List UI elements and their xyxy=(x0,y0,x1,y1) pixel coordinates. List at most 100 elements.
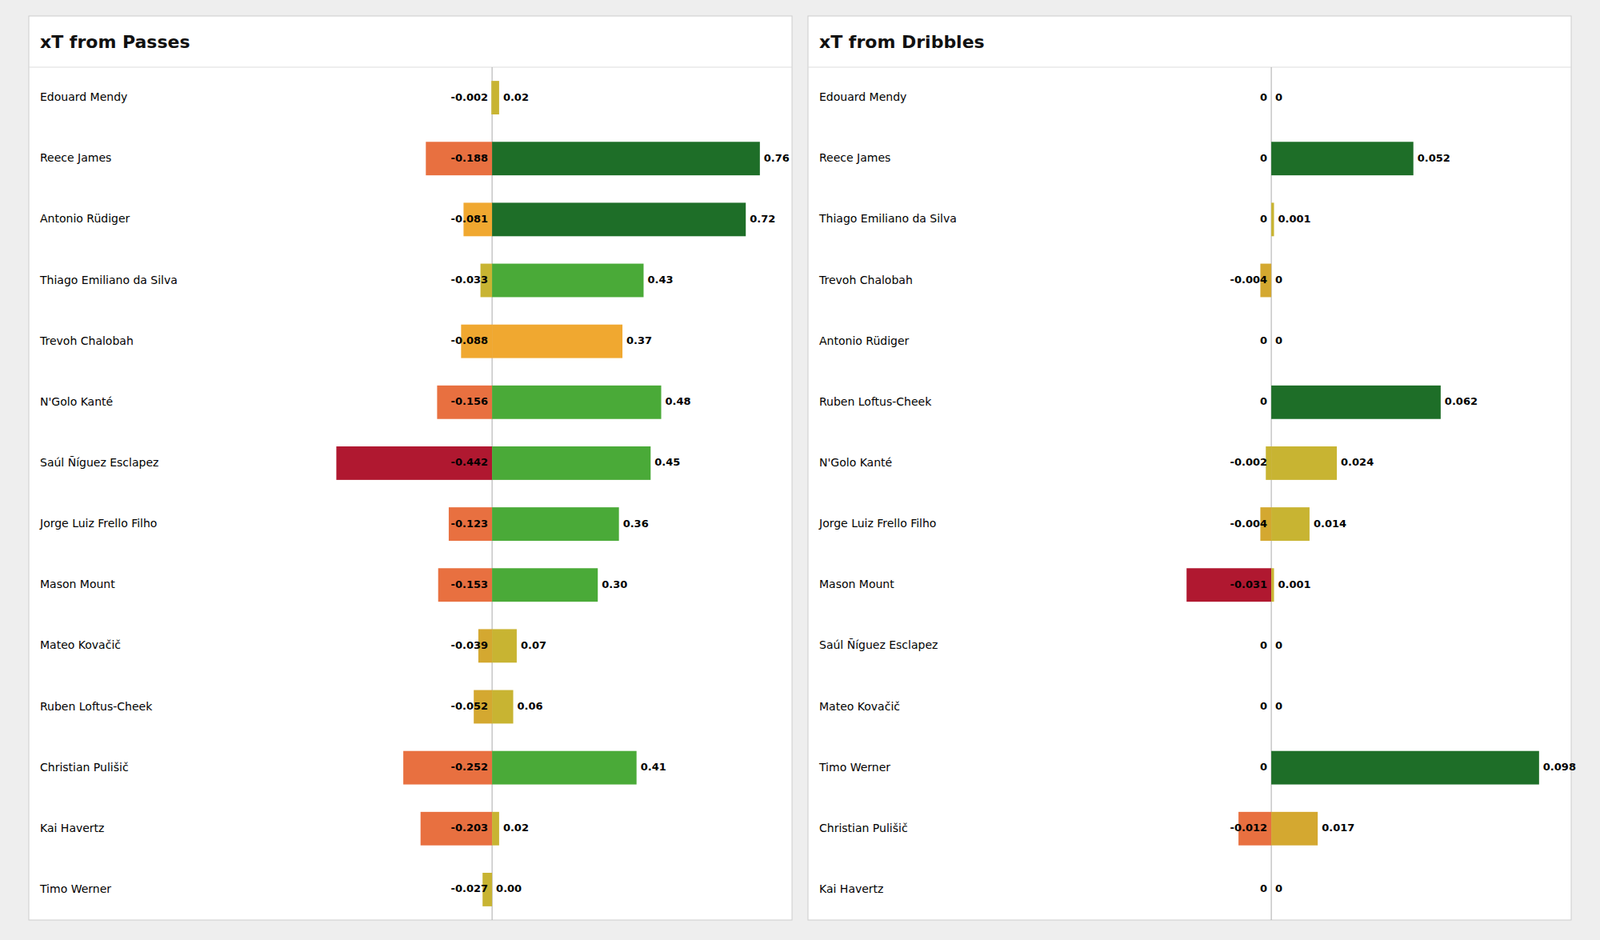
bar xyxy=(1271,202,1274,236)
data-label: -0.002 xyxy=(1230,456,1268,468)
bar xyxy=(425,141,492,176)
data-label: 0 xyxy=(1260,639,1268,652)
category-label: Mateo Kovačič xyxy=(819,700,900,713)
bar xyxy=(492,568,598,602)
category-label: Christian Pulišič xyxy=(40,760,129,774)
category-label: Trevoh Chalobah xyxy=(39,334,134,348)
category-label: Saúl Ñíguez Esclapez xyxy=(819,638,938,652)
data-label: 0.06 xyxy=(517,700,544,712)
zero-line xyxy=(1271,67,1272,920)
bar xyxy=(492,202,746,236)
data-label: -0.004 xyxy=(1230,517,1268,530)
data-label: -0.123 xyxy=(451,517,489,530)
title: xT from Dribbles xyxy=(819,32,985,52)
data-label: 0.07 xyxy=(520,639,547,652)
category-label: Ruben Loftus-Cheek xyxy=(819,395,932,408)
data-label: 0.00 xyxy=(496,882,522,895)
data-label: 0.30 xyxy=(601,578,628,591)
bar xyxy=(1271,324,1272,359)
bar xyxy=(1271,628,1272,663)
bar xyxy=(436,385,492,420)
data-label: 0.062 xyxy=(1444,395,1478,408)
category-label: Edouard Mendy xyxy=(819,90,907,104)
bar xyxy=(1271,872,1272,907)
category-label: Mason Mount xyxy=(40,577,116,591)
data-label: 0.02 xyxy=(503,821,529,834)
category-label: Christian Pulišič xyxy=(819,821,908,835)
data-label: 0.37 xyxy=(626,334,652,347)
bar xyxy=(492,80,500,115)
bar xyxy=(492,141,760,176)
category-label: Kai Havertz xyxy=(40,821,104,835)
category-label: Ruben Loftus-Cheek xyxy=(40,700,153,713)
category-label: Trevoh Chalobah xyxy=(818,273,913,287)
data-label: 0 xyxy=(1260,212,1268,225)
bar xyxy=(1271,264,1272,298)
data-label: 0.001 xyxy=(1278,578,1312,591)
data-label: 0.48 xyxy=(665,395,692,408)
background xyxy=(0,0,1600,940)
data-label: -0.027 xyxy=(451,882,489,895)
bar xyxy=(1271,385,1441,420)
data-label: 0.43 xyxy=(647,273,673,286)
category-label: Reece James xyxy=(819,151,891,164)
category-label: N'Golo Kanté xyxy=(819,456,892,469)
data-label: 0.001 xyxy=(1278,212,1312,225)
bar xyxy=(1271,872,1272,907)
bar xyxy=(1271,507,1310,541)
title-rule xyxy=(808,67,1572,68)
data-label: 0.098 xyxy=(1543,760,1576,773)
category-label: Thiago Emiliano da Silva xyxy=(39,273,178,287)
category-label: Edouard Mendy xyxy=(40,90,128,104)
bar xyxy=(1271,751,1540,785)
data-label: -0.088 xyxy=(451,334,489,347)
data-label: -0.203 xyxy=(451,821,489,834)
data-label: 0.014 xyxy=(1313,517,1347,530)
zero-line xyxy=(492,67,493,920)
bar xyxy=(448,507,492,541)
bar xyxy=(1271,446,1337,480)
data-label: 0.45 xyxy=(654,456,680,468)
category-label: Antonio Rüdiger xyxy=(40,212,131,225)
data-label: 0.02 xyxy=(503,91,529,104)
data-label: 0 xyxy=(1260,395,1268,408)
category-label: Thiago Emiliano da Silva xyxy=(818,212,957,225)
bar xyxy=(492,628,517,663)
bar xyxy=(438,568,492,602)
labels: Edouard Mendy-0.0020.02Reece James-0.188… xyxy=(39,90,790,896)
title: xT from Passes xyxy=(40,32,191,52)
bar xyxy=(1271,324,1272,359)
bars xyxy=(336,80,760,907)
bar xyxy=(1271,690,1272,724)
category-label: N'Golo Kanté xyxy=(40,395,113,408)
data-label: 0 xyxy=(1260,760,1268,773)
data-label: -0.188 xyxy=(451,152,489,164)
bar xyxy=(492,264,644,298)
data-label: 0 xyxy=(1260,334,1268,347)
data-label: 0.72 xyxy=(749,212,776,225)
data-label: -0.004 xyxy=(1230,273,1268,286)
data-label: 0 xyxy=(1260,882,1268,895)
data-label: 0 xyxy=(1260,91,1268,104)
data-label: 0.76 xyxy=(764,152,790,164)
data-label: -0.153 xyxy=(451,578,489,591)
bar xyxy=(1186,568,1272,602)
data-label: 0 xyxy=(1260,152,1268,164)
data-label: -0.442 xyxy=(451,456,489,468)
data-label: -0.081 xyxy=(451,212,489,225)
bar xyxy=(403,751,492,785)
bar xyxy=(492,812,500,846)
bar xyxy=(336,446,492,480)
data-label: 0.024 xyxy=(1340,456,1374,468)
bar xyxy=(492,385,661,420)
data-label: -0.252 xyxy=(451,760,489,773)
data-label: 0.36 xyxy=(623,517,649,530)
bar xyxy=(492,324,623,359)
category-label: Reece James xyxy=(40,151,112,164)
bar xyxy=(1271,628,1272,663)
data-label: 0.017 xyxy=(1321,821,1355,834)
bar xyxy=(1271,80,1272,115)
data-label: -0.031 xyxy=(1230,578,1268,591)
bars xyxy=(1186,141,1540,845)
data-label: 0 xyxy=(1275,700,1283,712)
